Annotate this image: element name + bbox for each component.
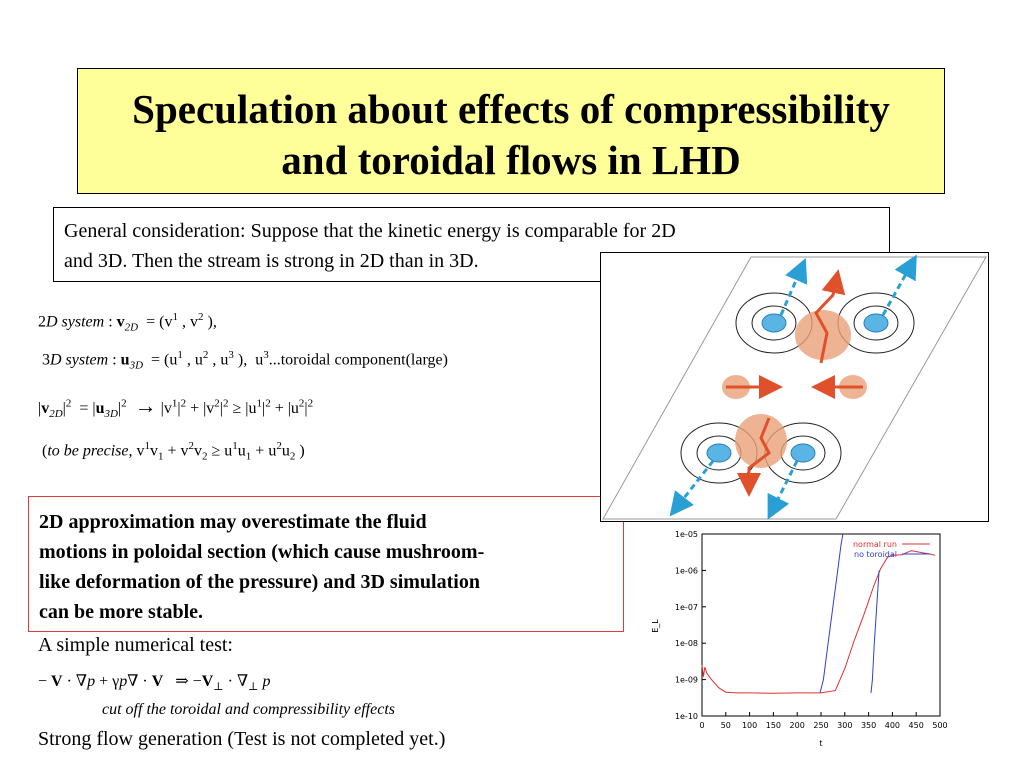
y-tick-label: 1e-06 [675, 566, 698, 575]
y-tick-label: 1e-07 [675, 603, 698, 612]
general-line-2: and 3D. Then the stream is strong in 2D … [64, 250, 479, 272]
slide-title: Speculation about effects of compressibi… [78, 84, 944, 186]
plane-outline [602, 256, 987, 520]
x-tick-label: 450 [909, 721, 924, 730]
x-tick-label: 0 [699, 721, 704, 730]
series-line-3 [870, 570, 880, 693]
x-tick-label: 300 [837, 721, 852, 730]
strong-flow-note: Strong flow generation (Test is not comp… [38, 728, 446, 750]
legend-label: normal run [853, 540, 897, 549]
series-line-2 [819, 533, 844, 694]
x-tick-label: 250 [813, 721, 828, 730]
conclusion-box: 2D approximation may overestimate the fl… [28, 496, 624, 632]
blue-arrow-lower-right [767, 460, 799, 520]
series-line-1 [701, 550, 936, 694]
eq1-lhs: 2D system [38, 313, 105, 331]
x-tick-label: 350 [861, 721, 876, 730]
x-tick-label: 150 [766, 721, 781, 730]
to-be-precise-label: to be precise [47, 442, 129, 460]
x-axis-label: t [819, 739, 822, 748]
equation-3d-system: 3D system : u3D = (u1 , u2 , u3 ), u3...… [42, 349, 448, 372]
equation-2d-system: 2D system : v2D = (v1 , v2 ), [38, 311, 217, 334]
legend-label: no toroidal [854, 550, 897, 559]
x-tick-label: 500 [932, 721, 947, 730]
x-tick-label: 100 [742, 721, 757, 730]
y-ticks: 1e-10 1e-09 1e-08 1e-07 1e-06 1e-05 [675, 530, 706, 721]
x-tick-label: 50 [721, 721, 731, 730]
conclusion-line-1: 2D approximation may overestimate the fl… [39, 511, 427, 533]
x-ticks: 0 50 100 150 200 250 300 350 400 450 500 [699, 712, 948, 730]
cutoff-note: cut off the toroidal and compressibility… [102, 701, 395, 718]
conclusion-line-3: like deformation of the pressure) and 3D… [39, 571, 480, 593]
energy-chart: 0 50 100 150 200 250 300 350 400 450 500 1e-10 1e-0… [640, 524, 960, 752]
title-line-2: and toroidal flows in LHD [281, 137, 741, 183]
flow-diagram-svg [602, 254, 987, 520]
conclusion-line-4: can be more stable. [39, 601, 204, 623]
blue-arrow-upper-left [779, 257, 808, 316]
general-consideration-box: General consideration: Suppose that the … [53, 207, 890, 282]
slide-title-box: Speculation about effects of compressibi… [77, 68, 945, 194]
equation-operator: − V · ∇p + γp∇ · V ⇒ −V⊥ · ∇⊥ p [38, 673, 271, 694]
equation-energy-comparison: |v2D|2 = |u3D|2 → |v1|2 + |v2|2 ≥ |u1|2 … [38, 393, 314, 421]
general-line-1: General consideration: Suppose that the … [64, 220, 676, 242]
energy-chart-svg: 0 50 100 150 200 250 300 350 400 450 500 1e-10 1e-0… [651, 530, 948, 748]
conclusion-line-2: motions in poloidal section (which cause… [39, 541, 485, 563]
plot-frame [701, 533, 941, 717]
red-flow-arrow-down [737, 417, 771, 497]
upper-vortex-left [735, 292, 813, 354]
x-tick-label: 200 [790, 721, 805, 730]
y-axis-label: E_L [651, 619, 660, 633]
series-layer [701, 533, 936, 694]
pressure-blob-upper [795, 310, 851, 360]
y-tick-label: 1e-05 [675, 530, 698, 539]
title-line-1: Speculation about effects of compressibi… [132, 86, 890, 132]
numerical-test-heading: A simple numerical test: [38, 634, 233, 656]
y-tick-label: 1e-09 [675, 676, 698, 685]
toroidal-component-note: ...toroidal component(large) [268, 351, 448, 369]
x-tick-label: 400 [885, 721, 900, 730]
red-flow-arrow-up [814, 269, 846, 364]
y-tick-label: 1e-10 [675, 712, 698, 721]
equation-precise: (to be precise, v1v1 + v2v2 ≥ u1u1 + u2u… [42, 440, 305, 463]
flow-diagram [600, 252, 989, 522]
y-tick-label: 1e-08 [675, 639, 698, 648]
